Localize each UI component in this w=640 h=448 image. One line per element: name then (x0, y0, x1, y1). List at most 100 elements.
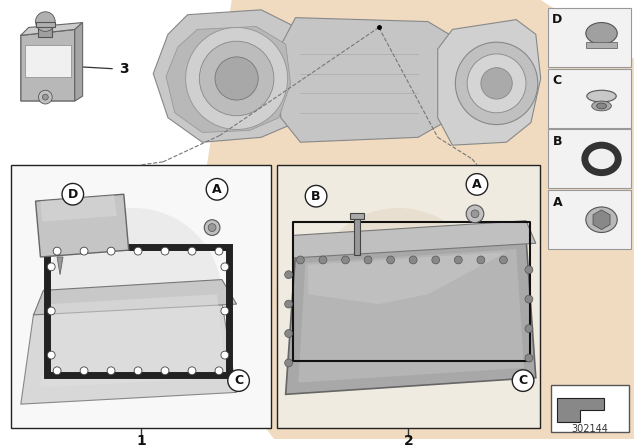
Bar (586, 42, 617, 48)
Text: D: D (552, 13, 563, 26)
Polygon shape (21, 302, 237, 404)
Text: A: A (472, 178, 482, 191)
Circle shape (471, 210, 479, 218)
Ellipse shape (587, 90, 616, 102)
Polygon shape (21, 30, 75, 101)
Bar (548, 69, 631, 128)
Polygon shape (33, 280, 237, 315)
Text: C: C (518, 374, 527, 387)
Circle shape (285, 330, 292, 337)
Circle shape (499, 256, 508, 264)
Circle shape (53, 247, 61, 255)
Circle shape (47, 263, 55, 271)
Text: C: C (234, 374, 243, 387)
Circle shape (42, 94, 48, 100)
Bar (38, 26, 52, 37)
Circle shape (285, 271, 292, 279)
Ellipse shape (592, 101, 611, 111)
Circle shape (310, 208, 487, 384)
Bar (47, 247, 228, 375)
Circle shape (221, 307, 228, 315)
Polygon shape (298, 249, 524, 383)
Ellipse shape (586, 22, 617, 44)
Circle shape (215, 57, 258, 100)
Bar (548, 190, 631, 249)
Circle shape (36, 12, 55, 31)
Circle shape (215, 367, 223, 375)
Circle shape (432, 256, 440, 264)
Circle shape (466, 205, 484, 223)
Bar (351, 213, 364, 219)
Text: B: B (552, 135, 562, 148)
Ellipse shape (592, 152, 611, 166)
Polygon shape (285, 237, 536, 394)
Circle shape (16, 186, 252, 422)
Circle shape (296, 256, 304, 264)
Text: 3: 3 (119, 62, 129, 76)
Circle shape (215, 247, 223, 255)
Text: 1: 1 (136, 435, 146, 448)
Circle shape (525, 266, 533, 274)
Circle shape (188, 247, 196, 255)
Circle shape (199, 41, 274, 116)
Polygon shape (308, 252, 506, 304)
Bar (548, 129, 631, 188)
Circle shape (47, 307, 55, 315)
Circle shape (206, 179, 228, 200)
Circle shape (466, 174, 488, 195)
Bar (548, 8, 631, 67)
Ellipse shape (596, 103, 607, 109)
Polygon shape (153, 10, 310, 142)
Circle shape (481, 68, 512, 99)
Text: B: B (311, 190, 321, 202)
Circle shape (285, 300, 292, 308)
Circle shape (62, 183, 84, 205)
Bar (25, 45, 71, 77)
Circle shape (456, 42, 538, 125)
Circle shape (80, 367, 88, 375)
Circle shape (477, 256, 484, 264)
Circle shape (107, 247, 115, 255)
Polygon shape (292, 221, 536, 258)
Polygon shape (438, 20, 541, 145)
Bar (277, 165, 540, 428)
Circle shape (107, 367, 115, 375)
Circle shape (204, 220, 220, 236)
Polygon shape (279, 17, 467, 142)
Circle shape (454, 256, 462, 264)
Circle shape (47, 351, 55, 359)
Polygon shape (21, 22, 83, 35)
Circle shape (525, 295, 533, 303)
Circle shape (221, 263, 228, 271)
Polygon shape (36, 194, 129, 257)
Circle shape (276, 177, 521, 422)
Text: A: A (212, 183, 222, 196)
Circle shape (186, 27, 287, 129)
Circle shape (409, 256, 417, 264)
Circle shape (38, 90, 52, 104)
Polygon shape (557, 398, 604, 422)
Circle shape (161, 247, 169, 255)
Circle shape (134, 247, 142, 255)
Ellipse shape (586, 207, 617, 233)
Circle shape (221, 351, 228, 359)
Bar (550, 384, 629, 431)
Circle shape (45, 208, 222, 384)
Circle shape (387, 256, 394, 264)
Circle shape (342, 256, 349, 264)
Circle shape (305, 185, 327, 207)
Polygon shape (166, 26, 291, 133)
Text: C: C (553, 74, 562, 87)
Circle shape (467, 54, 526, 113)
Polygon shape (40, 195, 117, 222)
Text: A: A (552, 196, 562, 209)
Circle shape (188, 367, 196, 375)
Circle shape (512, 370, 534, 392)
Circle shape (364, 256, 372, 264)
Ellipse shape (585, 145, 618, 172)
Circle shape (525, 354, 533, 362)
Text: D: D (68, 188, 78, 201)
Polygon shape (202, 0, 634, 441)
Circle shape (285, 359, 292, 367)
Polygon shape (75, 22, 83, 101)
